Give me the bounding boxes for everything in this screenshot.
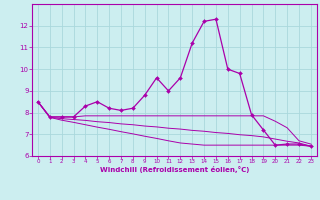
X-axis label: Windchill (Refroidissement éolien,°C): Windchill (Refroidissement éolien,°C) bbox=[100, 166, 249, 173]
